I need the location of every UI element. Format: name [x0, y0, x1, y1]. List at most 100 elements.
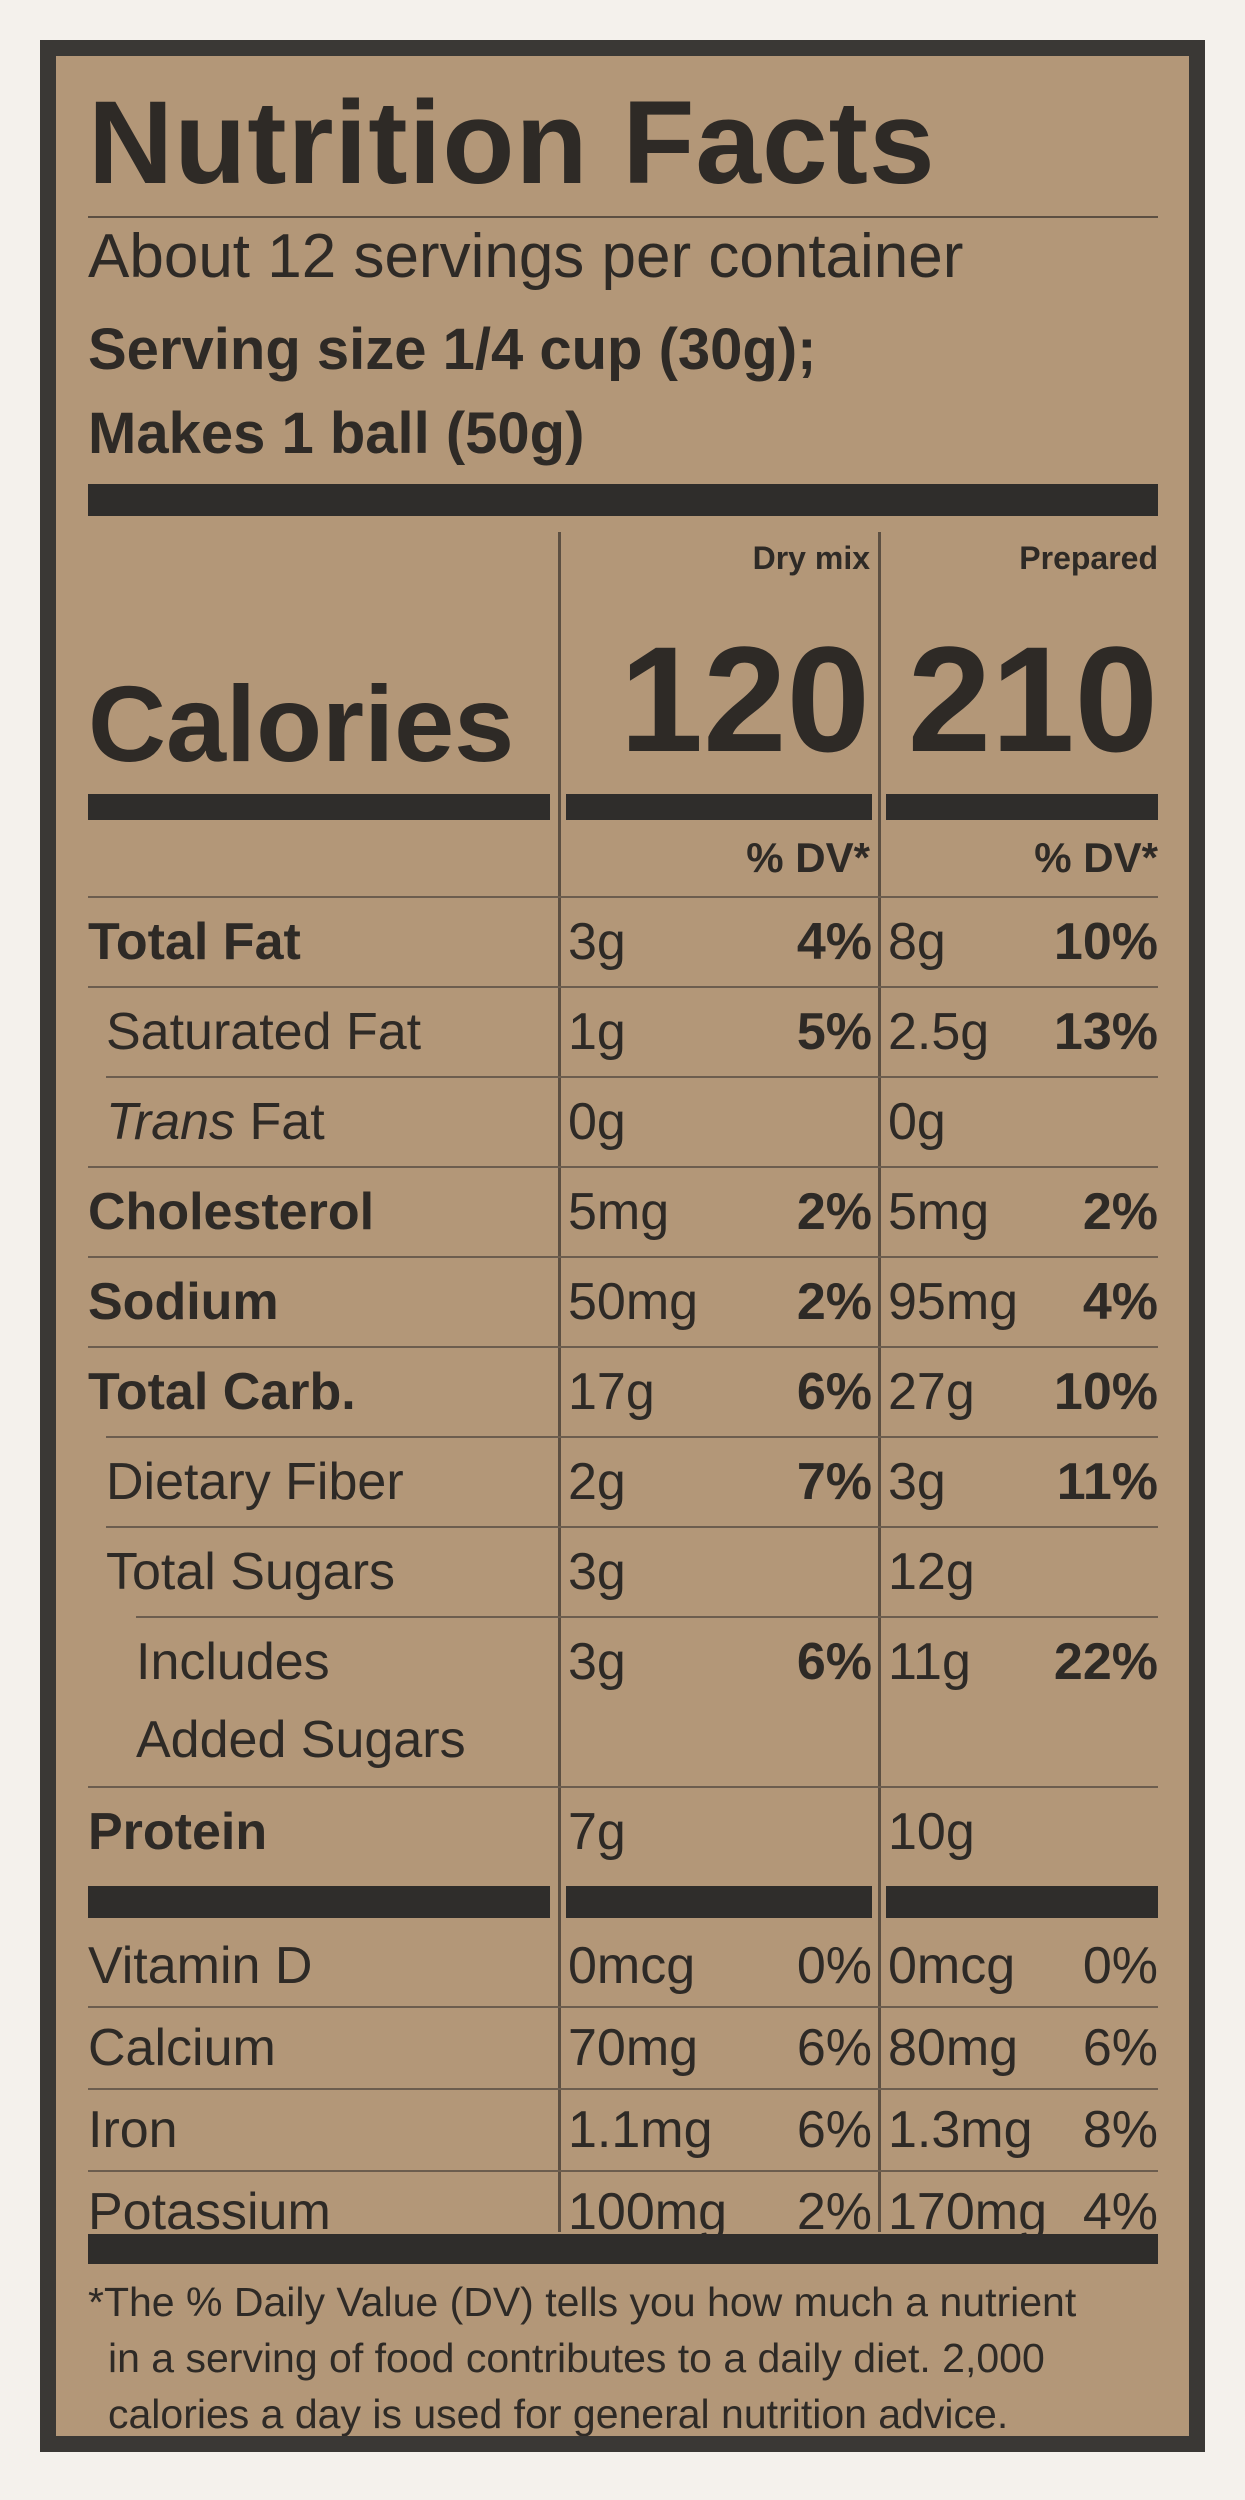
- nutrient-row-dietary-fiber: Dietary Fiber 2g 7% 3g 11%: [88, 1438, 1158, 1526]
- nutrient-row-saturated-fat: Saturated Fat 1g 5% 2.5g 13%: [88, 988, 1158, 1076]
- protein-rule-prep: [886, 1886, 1158, 1918]
- divider: [88, 986, 1158, 988]
- nutrient-row-cholesterol: Cholesterol 5mg 2% 5mg 2%: [88, 1168, 1158, 1256]
- divider: [88, 896, 1158, 898]
- vitamin-name: Vitamin D: [88, 1937, 313, 1995]
- nutrient-row-added-sugars: Includes Added Sugars 3g 6% 11g 22%: [88, 1618, 1158, 1784]
- prep-amount: 12g: [888, 1543, 975, 1601]
- vitamin-row-potassium: Potassium 100mg 2% 170mg 4%: [88, 2168, 1158, 2248]
- serving-size: Serving size 1/4 cup (30g); Makes 1 ball…: [88, 308, 1158, 476]
- nutrient-name: Dietary Fiber: [106, 1453, 404, 1511]
- dry-amount: 2g: [568, 1453, 626, 1511]
- nutrient-name: Protein: [88, 1803, 268, 1861]
- nutrient-row-total-fat: Total Fat 3g 4% 8g 10%: [88, 898, 1158, 986]
- dry-amount: 100mg: [568, 2183, 727, 2241]
- calories-rule-name: [88, 794, 550, 820]
- prep-amount: 2.5g: [888, 1003, 990, 1061]
- dry-amount: 50mg: [568, 1273, 699, 1331]
- vitamin-name: Calcium: [88, 2019, 276, 2077]
- divider: [106, 1076, 1158, 1078]
- nutrient-name-italic: Trans: [106, 1093, 236, 1151]
- column-divider-2: [878, 532, 881, 2232]
- prep-dv: 4%: [1082, 2183, 1158, 2241]
- column-divider-1: [558, 532, 561, 2232]
- prep-amount: 27g: [888, 1363, 975, 1421]
- dry-dv: 4%: [796, 913, 872, 971]
- dry-dv: 2%: [796, 1183, 872, 1241]
- dry-amount: 3g: [568, 913, 626, 971]
- nutrient-name: Total Sugars: [106, 1543, 396, 1601]
- nutrient-name: Saturated Fat: [106, 1003, 422, 1061]
- dv-header-prepared: % DV*: [1034, 834, 1158, 881]
- prep-dv: 11%: [1056, 1453, 1158, 1511]
- dry-amount: 1g: [568, 1003, 626, 1061]
- serving-size-line-2: Makes 1 ball (50g): [88, 401, 585, 466]
- dry-amount: 70mg: [568, 2019, 699, 2077]
- dry-amount: 3g: [568, 1633, 626, 1691]
- nutrient-name: Total Carb.: [88, 1363, 356, 1421]
- daily-value-footnote: *The % Daily Value (DV) tells you how mu…: [88, 2274, 1178, 2436]
- dry-amount: 1.1mg: [568, 2101, 713, 2159]
- dry-amount: 17g: [568, 1363, 655, 1421]
- thick-rule-bottom: [88, 2234, 1158, 2264]
- dry-dv: 6%: [796, 1633, 872, 1691]
- nutrient-name-line-2: Added Sugars: [136, 1711, 466, 1769]
- protein-rule-dry: [566, 1886, 872, 1918]
- prep-amount: 1.3mg: [888, 2101, 1033, 2159]
- protein-rule-name: [88, 1886, 550, 1918]
- prep-dv: 2%: [1082, 1183, 1158, 1241]
- dry-amount: 5mg: [568, 1183, 670, 1241]
- calories-prepared: 210: [907, 615, 1158, 783]
- nutrient-row-protein: Protein 7g 10g: [88, 1788, 1158, 1876]
- prep-amount: 80mg: [888, 2019, 1019, 2077]
- prep-amount: 170mg: [888, 2183, 1047, 2241]
- prep-amount: 5mg: [888, 1183, 990, 1241]
- vitamin-row-vitamin-d: Vitamin D 0mcg 0% 0mcg 0%: [88, 1922, 1158, 2002]
- prep-dv: 0%: [1082, 1937, 1158, 1995]
- prep-dv: 8%: [1082, 2101, 1158, 2159]
- nutrient-row-trans-fat: Trans Fat 0g 0g: [88, 1078, 1158, 1166]
- dry-dv: 6%: [796, 1363, 872, 1421]
- dry-dv: 6%: [796, 2101, 872, 2159]
- nutrition-label: Nutrition Facts About 12 servings per co…: [40, 40, 1205, 2452]
- dry-amount: 0mcg: [568, 1937, 696, 1995]
- nutrient-name-rest: Fat: [235, 1093, 325, 1151]
- servings-per-container: About 12 servings per container: [88, 216, 1158, 292]
- prep-dv: 22%: [1053, 1633, 1158, 1691]
- column-header-prepared: Prepared: [1019, 540, 1158, 576]
- divider: [106, 1436, 1158, 1438]
- nutrient-name: Total Fat: [88, 913, 301, 971]
- dry-amount: 7g: [568, 1803, 626, 1861]
- prep-amount: 0mcg: [888, 1937, 1016, 1995]
- dv-header-dry: % DV*: [746, 834, 870, 881]
- vitamin-name: Potassium: [88, 2183, 331, 2241]
- dry-dv: 2%: [796, 2183, 872, 2241]
- calories-dry-mix: 120: [619, 615, 870, 783]
- nutrient-row-sodium: Sodium 50mg 2% 95mg 4%: [88, 1258, 1158, 1346]
- prep-amount: 8g: [888, 913, 946, 971]
- prep-dv: 6%: [1082, 2019, 1158, 2077]
- divider: [88, 2170, 1158, 2172]
- nutrient-row-total-sugars: Total Sugars 3g 12g: [88, 1528, 1158, 1616]
- dry-dv: 2%: [796, 1273, 872, 1331]
- prep-dv: 10%: [1053, 1363, 1158, 1421]
- divider: [88, 2006, 1158, 2008]
- prep-dv: 10%: [1053, 913, 1158, 971]
- divider: [136, 1616, 1158, 1618]
- prep-amount: 95mg: [888, 1273, 1019, 1331]
- prep-dv: 13%: [1053, 1003, 1158, 1061]
- serving-size-line-1: Serving size 1/4 cup (30g);: [88, 317, 817, 382]
- nutrient-name: Cholesterol: [88, 1183, 375, 1241]
- divider: [88, 1786, 1158, 1788]
- footnote-line-1: *The % Daily Value (DV) tells you how mu…: [88, 2279, 1077, 2325]
- prep-amount: 11g: [888, 1633, 971, 1691]
- label-title: Nutrition Facts: [88, 77, 936, 209]
- vitamin-name: Iron: [88, 2101, 178, 2159]
- nutrient-name-line-1: Includes: [136, 1633, 330, 1691]
- nutrient-row-total-carb: Total Carb. 17g 6% 27g 10%: [88, 1348, 1158, 1436]
- vitamin-row-calcium: Calcium 70mg 6% 80mg 6%: [88, 2004, 1158, 2084]
- prep-amount: 10g: [888, 1803, 975, 1861]
- calories-rule-prep: [886, 794, 1158, 820]
- column-header-dry-mix: Dry mix: [752, 540, 870, 576]
- thick-rule-top: [88, 484, 1158, 516]
